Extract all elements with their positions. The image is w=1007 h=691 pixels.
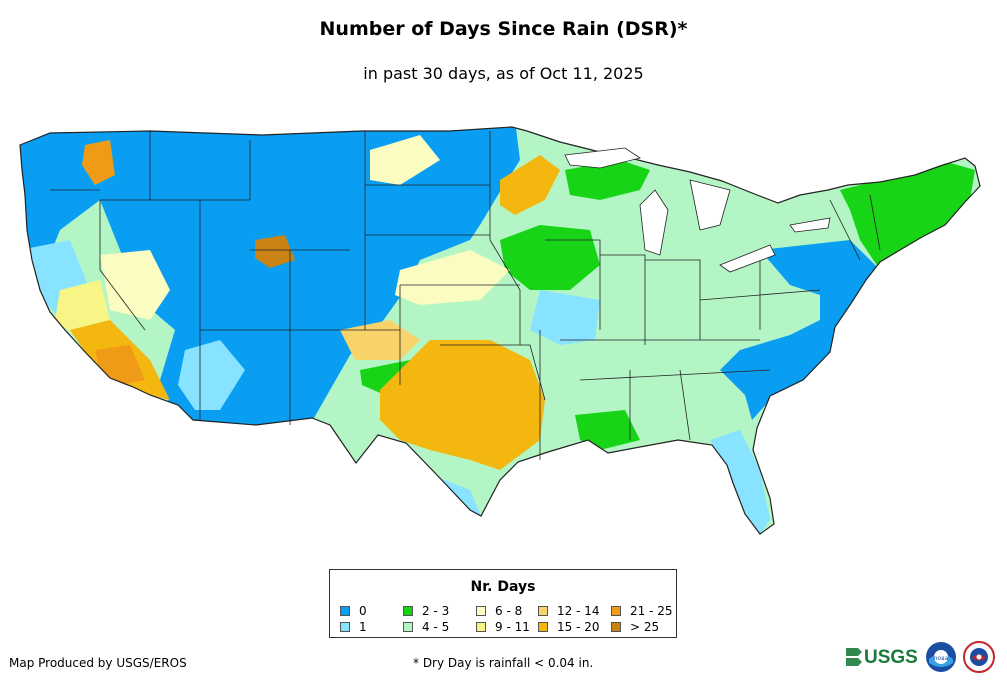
- region-21-25-days-washington: [82, 140, 115, 185]
- legend-item: 0: [340, 604, 367, 618]
- legend: Nr. Days 0 1 2 - 3 4 - 5 6 - 8 9 - 11 12 - 14 1…: [329, 569, 677, 638]
- legend-item: 9 - 11: [476, 620, 530, 634]
- legend-swatch: [538, 622, 548, 632]
- legend-label: 15 - 20: [557, 620, 600, 634]
- legend-swatch: [476, 606, 486, 616]
- legend-swatch: [403, 606, 413, 616]
- state-boundaries: [50, 131, 881, 460]
- legend-item: 21 - 25: [611, 604, 673, 618]
- legend-item: 6 - 8: [476, 604, 522, 618]
- legend-item: 2 - 3: [403, 604, 449, 618]
- usgs-logo: USGS: [846, 647, 918, 668]
- region-over-25-days-utah: [255, 235, 295, 268]
- region-2-3-days-iowa: [500, 225, 600, 290]
- region-2-3-days-michigan: [565, 160, 650, 200]
- lake-michigan: [639, 189, 669, 256]
- legend-label: 6 - 8: [495, 604, 523, 618]
- region-2-3-days-louisiana: [575, 410, 640, 450]
- noaa-logo: noaa: [926, 642, 956, 672]
- legend-item: 15 - 20: [538, 620, 600, 634]
- legend-label: 0: [359, 604, 367, 618]
- legend-swatch: [476, 622, 486, 632]
- map-title: Number of Days Since Rain (DSR)*: [319, 18, 688, 40]
- legend-item: 1: [340, 620, 367, 634]
- legend-label: > 25: [630, 620, 660, 634]
- dry-day-note: * Dry Day is rainfall < 0.04 in.: [413, 656, 594, 670]
- legend-label: 9 - 11: [495, 620, 530, 634]
- legend-swatch: [340, 606, 350, 616]
- legend-swatch: [538, 606, 548, 616]
- nws-logo: [963, 641, 995, 673]
- legend-swatch: [340, 622, 350, 632]
- map-credit: Map Produced by USGS/EROS: [9, 656, 187, 670]
- lake-erie: [719, 244, 776, 273]
- lake-huron: [689, 179, 731, 231]
- legend-label: 2 - 3: [422, 604, 450, 618]
- legend-item: 12 - 14: [538, 604, 600, 618]
- region-6-8-days-dakotas: [370, 135, 440, 185]
- region-0-days-east: [720, 240, 880, 420]
- noaa-logo-text: noaa: [934, 655, 949, 662]
- region-6-8-days-nevada: [100, 250, 170, 320]
- region-1-day-midwest: [530, 290, 600, 345]
- legend-label: 4 - 5: [422, 620, 450, 634]
- region-15-20-days-texas: [380, 340, 545, 470]
- legend-label: 21 - 25: [630, 604, 673, 618]
- lake-ontario: [789, 217, 831, 233]
- legend-swatch: [403, 622, 413, 632]
- lake-superior: [564, 147, 641, 169]
- region-1-day-florida: [710, 430, 770, 534]
- legend-item: 4 - 5: [403, 620, 449, 634]
- map-subtitle: in past 30 days, as of Oct 11, 2025: [363, 64, 644, 83]
- region-2-3-days-new-england: [840, 160, 975, 270]
- region-6-8-days-kansas: [395, 250, 510, 305]
- legend-label: 1: [359, 620, 367, 634]
- legend-label: 12 - 14: [557, 604, 600, 618]
- region-15-20-days-minnesota: [500, 155, 560, 215]
- region-1-day-arizona: [178, 340, 245, 410]
- legend-swatch: [611, 622, 621, 632]
- legend-item: > 25: [611, 620, 659, 634]
- legend-swatch: [611, 606, 621, 616]
- legend-title: Nr. Days: [470, 579, 536, 595]
- great-lakes: [564, 147, 831, 273]
- usgs-logo-text: USGS: [864, 647, 918, 668]
